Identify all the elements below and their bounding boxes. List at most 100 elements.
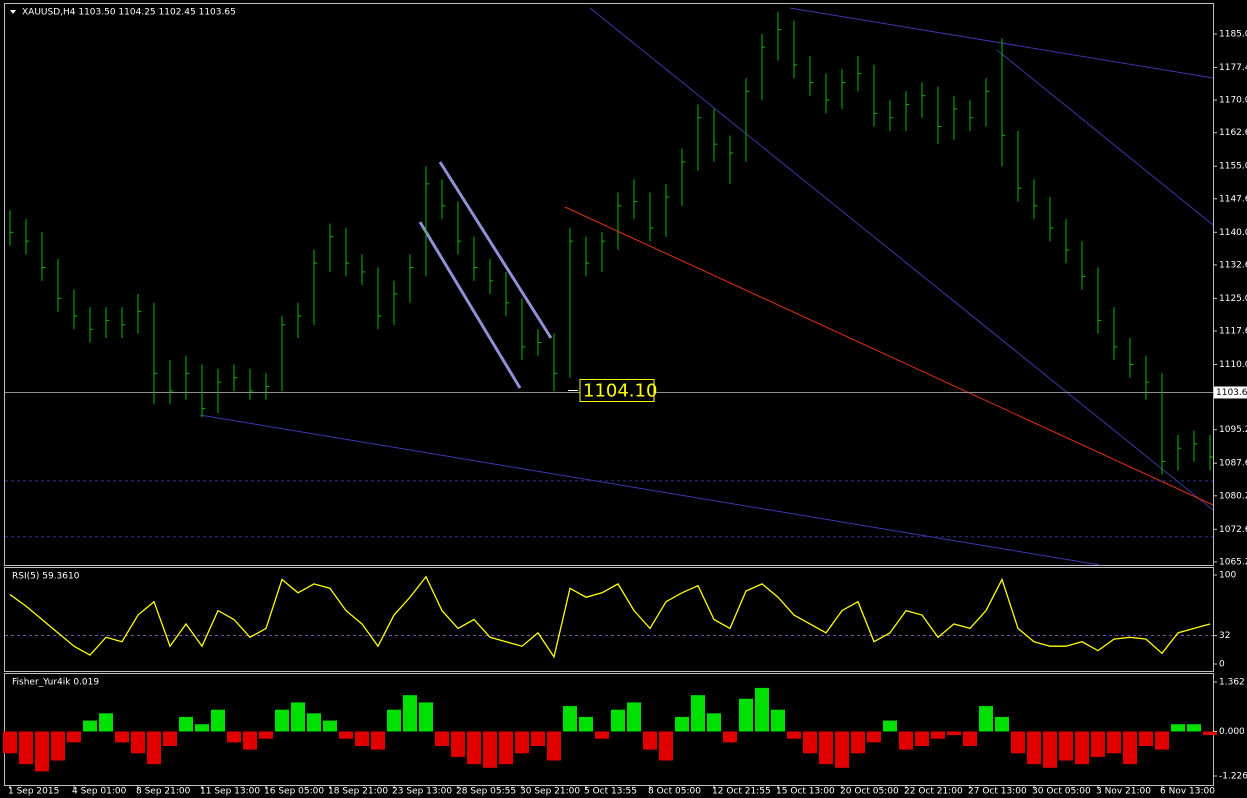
- histogram-bar: [627, 702, 641, 732]
- histogram-bar: [979, 706, 993, 732]
- y-tick-label: 1072.6: [1219, 525, 1247, 535]
- histogram-bar: [243, 731, 257, 750]
- histogram-bar: [435, 731, 449, 746]
- histogram-bar: [83, 720, 97, 732]
- x-tick-label: 20 Oct 05:00: [840, 787, 899, 797]
- histogram-bar: [99, 713, 113, 732]
- y-tick-label: -1.226: [1219, 772, 1247, 782]
- histogram-bar: [307, 713, 321, 732]
- x-tick-label: 8 Sep 21:00: [136, 787, 191, 797]
- histogram-bar: [1187, 724, 1201, 732]
- histogram-bar: [1027, 731, 1041, 765]
- chart-title: XAUUSD,H4 1103.50 1104.25 1102.45 1103.6…: [22, 8, 236, 18]
- histogram-bar: [131, 731, 145, 754]
- histogram-bar: [259, 731, 273, 739]
- last-price-label: 1103.65: [1216, 388, 1247, 398]
- y-tick-label: 32: [1219, 631, 1230, 641]
- histogram-bar: [803, 731, 817, 754]
- rsi-line: [9, 575, 1211, 659]
- annotation-label: 1104.10: [583, 380, 657, 401]
- histogram-bar: [899, 731, 913, 750]
- rsi-frame: [4, 567, 1214, 672]
- x-tick-label: 3 Nov 21:00: [1096, 787, 1151, 797]
- y-tick-label: 1170.0: [1219, 96, 1247, 106]
- histogram-bar: [1091, 731, 1105, 757]
- histogram-bar: [451, 731, 465, 757]
- histogram-bar: [595, 731, 609, 739]
- x-tick-label: 8 Oct 05:00: [648, 787, 701, 797]
- histogram-bar: [611, 709, 625, 732]
- histogram-bar: [35, 731, 49, 772]
- histogram-bar: [323, 720, 337, 732]
- trend-line: [199, 414, 1101, 566]
- y-tick-label: 1087.6: [1219, 459, 1247, 469]
- x-tick-label: 6 Nov 13:00: [1160, 787, 1215, 797]
- histogram-bar: [819, 731, 833, 765]
- histogram-bar: [883, 720, 897, 732]
- histogram-bar: [787, 731, 801, 739]
- histogram-bar: [163, 731, 177, 746]
- x-tick-label: 28 Sep 05:55: [456, 787, 516, 797]
- x-tick-label: 5 Oct 13:55: [584, 787, 637, 797]
- histogram-bar: [723, 731, 737, 743]
- histogram-bar: [931, 731, 945, 739]
- trend-line: [589, 7, 1214, 511]
- y-tick-label: 1140.0: [1219, 228, 1247, 238]
- drawings: [199, 7, 1214, 566]
- x-tick-label: 12 Oct 21:55: [712, 787, 771, 797]
- histogram-bar: [1155, 731, 1169, 750]
- histogram-bar: [1075, 731, 1089, 765]
- y-tick-label: 1162.6: [1219, 128, 1247, 138]
- rsi-title: RSI(5) 59.3610: [12, 572, 80, 582]
- histogram-bar: [227, 731, 241, 743]
- fisher-frame: [4, 673, 1214, 786]
- histogram-bar: [483, 731, 497, 768]
- histogram-bar: [1043, 731, 1057, 768]
- histogram-bar: [995, 716, 1009, 732]
- y-tick-label: 0: [1219, 660, 1225, 670]
- histogram-bar: [1123, 731, 1137, 765]
- annotation-box: [579, 378, 655, 402]
- fisher-title: Fisher_Yur4ik 0.019: [12, 678, 99, 688]
- histogram-bar: [1171, 724, 1185, 732]
- y-tick-label: 1185.0: [1219, 29, 1247, 39]
- histogram-bar: [67, 731, 81, 743]
- x-tick-label: 4 Sep 01:00: [72, 787, 127, 797]
- histogram-bar: [675, 716, 689, 732]
- y-tick-label: 1132.6: [1219, 260, 1247, 270]
- histogram-bar: [211, 709, 225, 732]
- histogram-bar: [867, 731, 881, 743]
- histogram-bar: [963, 731, 977, 746]
- histogram-bar: [51, 731, 65, 761]
- x-tick-label: 18 Sep 21:00: [328, 787, 388, 797]
- histogram-bar: [1107, 731, 1121, 754]
- x-tick-label: 16 Sep 05:00: [264, 787, 324, 797]
- histogram-bar: [1139, 731, 1153, 746]
- histogram-bar: [659, 731, 673, 761]
- histogram-bar: [547, 731, 561, 761]
- histogram-bar: [1059, 731, 1073, 761]
- histogram-bar: [195, 724, 209, 732]
- y-tick-label: 1155.0: [1219, 162, 1247, 172]
- histogram-bar: [771, 709, 785, 732]
- y-tick-label: 1117.6: [1219, 327, 1247, 337]
- histogram-bar: [403, 695, 417, 732]
- histogram-bar: [371, 731, 385, 750]
- y-tick-label: 1177.4: [1219, 63, 1247, 73]
- last-price-tag: [1214, 386, 1247, 399]
- price-frame: [4, 3, 1214, 566]
- y-tick-label: 1125.0: [1219, 294, 1247, 304]
- x-tick-label: 30 Oct 05:00: [1032, 787, 1091, 797]
- histogram-bar: [851, 731, 865, 754]
- histogram-bar: [387, 709, 401, 732]
- x-tick-label: 1 Sep 2015: [8, 787, 59, 797]
- x-tick-label: 30 Sep 21:00: [520, 787, 580, 797]
- histogram-bar: [3, 731, 17, 754]
- histogram-bar: [147, 731, 161, 765]
- x-tick-label: 22 Oct 21:00: [904, 787, 963, 797]
- y-tick-label: 1110.0: [1219, 360, 1247, 370]
- y-tick-label: 1147.6: [1219, 194, 1247, 204]
- histogram-bar: [643, 731, 657, 750]
- histogram-bar: [691, 695, 705, 732]
- histogram-bar: [19, 731, 33, 765]
